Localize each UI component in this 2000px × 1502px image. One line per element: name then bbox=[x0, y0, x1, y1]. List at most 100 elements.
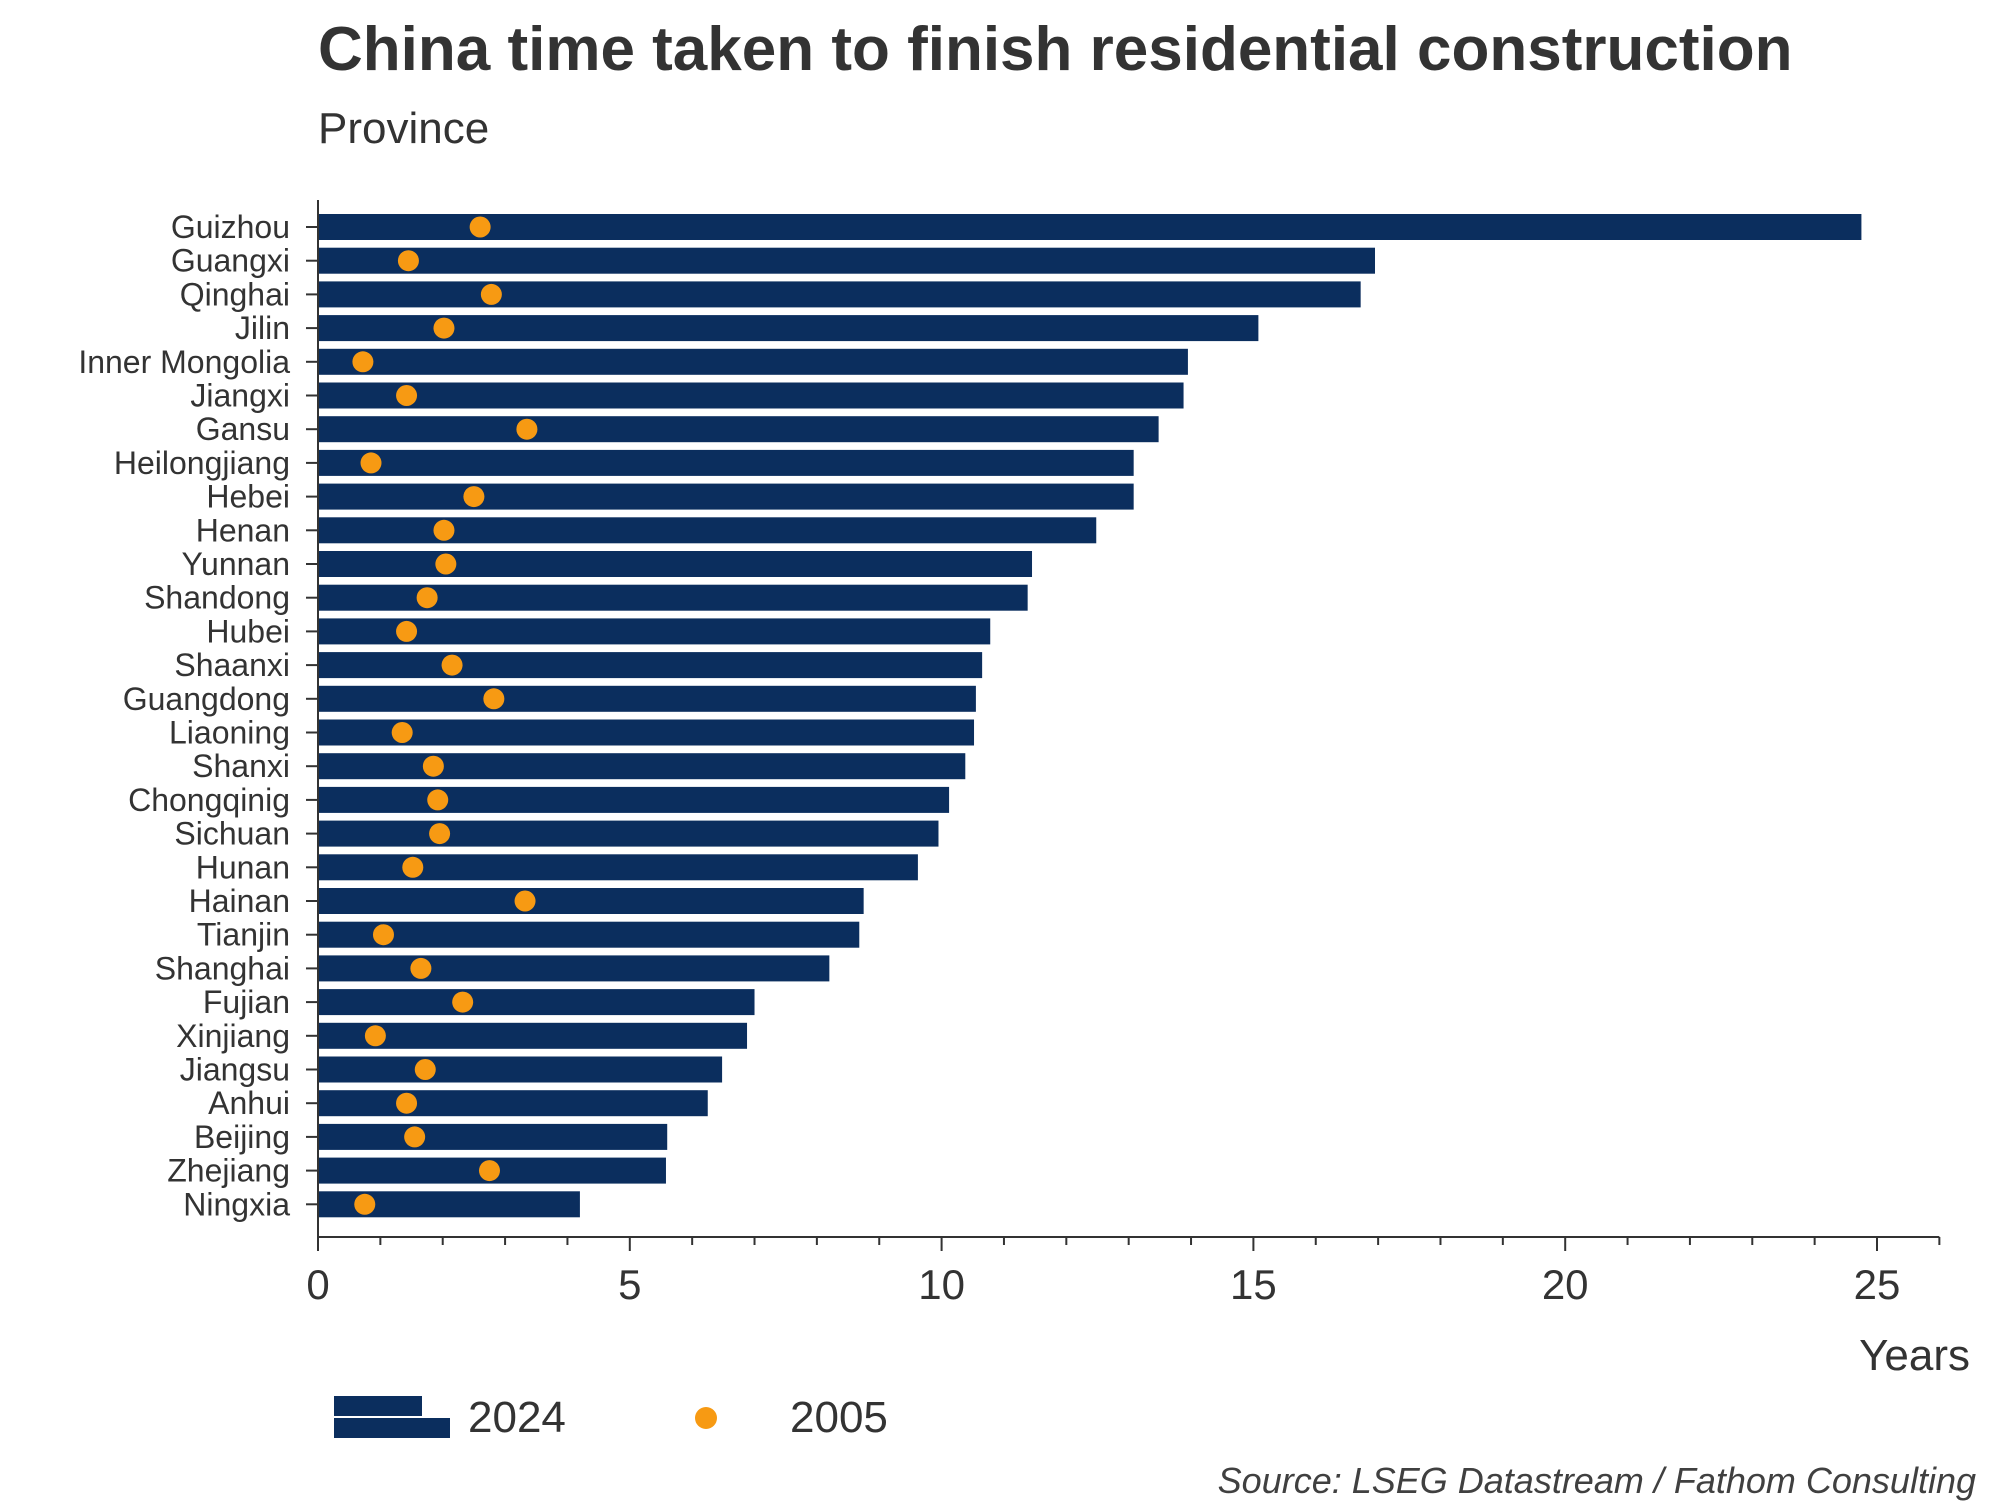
y-tick-label-shandong: Shandong bbox=[144, 580, 290, 616]
dot-jiangxi bbox=[396, 385, 418, 406]
y-tick-label-tianjin: Tianjin bbox=[197, 917, 290, 953]
x-tick-label-0: 0 bbox=[306, 1261, 329, 1308]
legend-label-2005: 2005 bbox=[790, 1393, 888, 1442]
y-tick-label-beijing: Beijing bbox=[194, 1119, 290, 1155]
bar-hebei bbox=[318, 483, 1134, 510]
bar-hainan bbox=[318, 888, 864, 914]
y-tick-label-guangdong: Guangdong bbox=[123, 681, 290, 717]
bar-beijing bbox=[318, 1123, 668, 1150]
y-tick-label-qinghai: Qinghai bbox=[180, 276, 290, 312]
y-tick-label-ningxia: Ningxia bbox=[183, 1186, 290, 1222]
dot-zhejiang bbox=[478, 1160, 500, 1182]
y-tick-label-zhejiang: Zhejiang bbox=[167, 1153, 290, 1189]
bar-shanghai bbox=[318, 955, 830, 982]
dot-hebei bbox=[463, 486, 485, 508]
dot-liaoning bbox=[391, 722, 413, 743]
y-tick-label-shanxi: Shanxi bbox=[192, 748, 290, 784]
y-tick-label-heilongjiang: Heilongjiang bbox=[114, 445, 290, 481]
dot-hunan bbox=[402, 856, 424, 878]
dot-heilongjiang bbox=[360, 452, 382, 474]
dot-shanghai bbox=[410, 957, 432, 979]
chart-subtitle: Province bbox=[318, 104, 490, 153]
y-tick-label-liaoning: Liaoning bbox=[169, 715, 290, 751]
y-tick-label-jilin: Jilin bbox=[235, 310, 290, 346]
chart-title: China time taken to finish residential c… bbox=[318, 15, 1793, 84]
bar-shaanxi bbox=[318, 652, 983, 679]
x-tick-label-20: 20 bbox=[1542, 1261, 1589, 1308]
bar-gansu bbox=[318, 416, 1159, 443]
y-tick-label-fujian: Fujian bbox=[203, 984, 290, 1020]
bar-liaoning bbox=[318, 719, 975, 746]
dot-fujian bbox=[452, 991, 474, 1013]
bar-tianjin bbox=[318, 921, 860, 948]
source-note: Source: LSEG Datastream / Fathom Consult… bbox=[1217, 1460, 1976, 1501]
y-tick-label-jiangsu: Jiangsu bbox=[180, 1052, 290, 1088]
dot-jiangsu bbox=[414, 1059, 436, 1080]
x-tick-label-5: 5 bbox=[618, 1261, 641, 1308]
y-tick-label-guizhou: Guizhou bbox=[171, 209, 290, 245]
dot-xinjiang bbox=[364, 1025, 386, 1047]
dot-yunnan bbox=[435, 553, 457, 575]
dot-guangdong bbox=[483, 688, 505, 710]
y-tick-label-chongqinig: Chongqinig bbox=[128, 782, 290, 818]
dots-2005 bbox=[352, 216, 538, 1215]
bar-hubei bbox=[318, 618, 991, 645]
legend-marker-2005 bbox=[695, 1407, 717, 1429]
y-tick-label-gansu: Gansu bbox=[196, 411, 290, 447]
y-tick-label-henan: Henan bbox=[196, 512, 290, 548]
bar-guizhou bbox=[318, 214, 1862, 240]
y-tick-label-shanghai: Shanghai bbox=[155, 950, 290, 986]
dot-anhui bbox=[396, 1092, 418, 1114]
dot-guizhou bbox=[469, 216, 491, 238]
y-tick-label-guangxi: Guangxi bbox=[171, 243, 290, 279]
dot-hainan bbox=[514, 890, 536, 912]
dot-henan bbox=[433, 519, 455, 541]
x-axis: 0 5 10 15 20 25 bbox=[306, 1236, 1941, 1308]
y-tick-label-shaanxi: Shaanxi bbox=[174, 647, 290, 683]
bar-guangdong bbox=[318, 685, 976, 712]
bar-qinghai bbox=[318, 281, 1361, 308]
dot-hubei bbox=[396, 620, 418, 642]
bar-yunnan bbox=[318, 551, 1033, 577]
x-tick-label-25: 25 bbox=[1854, 1261, 1901, 1308]
bar-jiangsu bbox=[318, 1056, 723, 1083]
y-tick-label-hubei: Hubei bbox=[206, 613, 290, 649]
y-tick-label-yunnan: Yunnan bbox=[181, 546, 290, 582]
dot-shanxi bbox=[422, 755, 444, 777]
y-tick-label-hebei: Hebei bbox=[206, 479, 290, 515]
dot-tianjin bbox=[372, 924, 394, 946]
y-tick-label-xinjiang: Xinjiang bbox=[176, 1018, 290, 1054]
bar-inner-mongolia bbox=[318, 348, 1188, 375]
y-tick-label-sichuan: Sichuan bbox=[174, 816, 290, 852]
bar-sichuan bbox=[318, 820, 939, 847]
dot-sichuan bbox=[429, 823, 451, 845]
dot-qinghai bbox=[480, 283, 502, 305]
bar-shanxi bbox=[318, 753, 966, 780]
y-tick-label-inner-mongolia: Inner Mongolia bbox=[78, 344, 290, 380]
bar-jiangxi bbox=[318, 382, 1184, 409]
dot-jilin bbox=[433, 317, 455, 339]
bar-heilongjiang bbox=[318, 449, 1134, 476]
dot-shandong bbox=[416, 587, 438, 609]
bar-jilin bbox=[318, 315, 1259, 342]
bar-anhui bbox=[318, 1090, 708, 1117]
x-tick-label-10: 10 bbox=[918, 1261, 965, 1308]
y-tick-label-jiangxi: Jiangxi bbox=[190, 378, 290, 414]
bar-chongqinig bbox=[318, 786, 950, 813]
dot-shaanxi bbox=[441, 654, 463, 676]
dot-gansu bbox=[516, 418, 538, 440]
y-tick-label-anhui: Anhui bbox=[208, 1085, 290, 1121]
legend: 2024 2005 bbox=[334, 1393, 888, 1442]
legend-label-2024: 2024 bbox=[468, 1393, 566, 1442]
bar-fujian bbox=[318, 989, 755, 1016]
bar-xinjiang bbox=[318, 1022, 748, 1049]
bar-guangxi bbox=[318, 247, 1376, 274]
y-tick-label-hunan: Hunan bbox=[196, 849, 290, 885]
dot-guangxi bbox=[397, 250, 419, 272]
x-tick-label-15: 15 bbox=[1230, 1261, 1277, 1308]
dot-chongqinig bbox=[427, 789, 449, 811]
legend-swatch-2024 bbox=[334, 1396, 450, 1438]
dot-beijing bbox=[404, 1126, 426, 1148]
